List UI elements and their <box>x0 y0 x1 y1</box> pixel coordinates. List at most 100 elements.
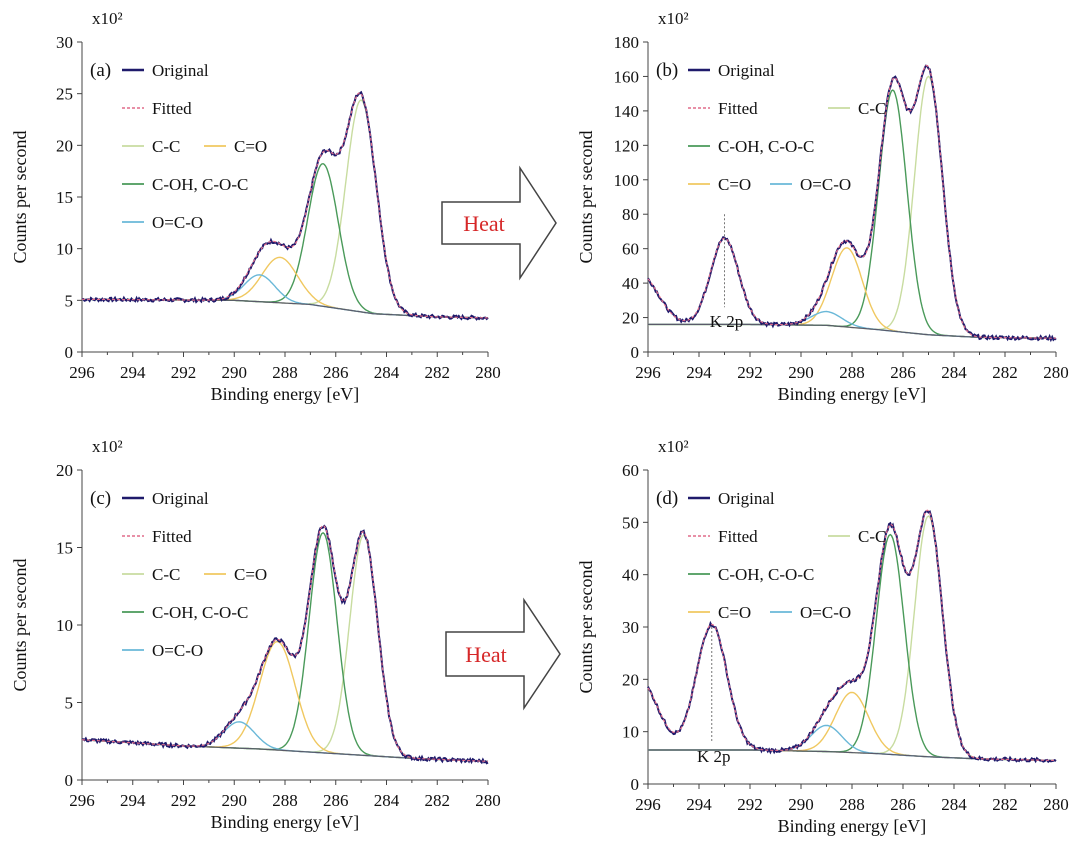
panel-label: (d) <box>656 488 678 509</box>
series-c-c <box>82 99 488 319</box>
legend-label-cc: C-C <box>152 565 180 584</box>
series-background <box>82 298 488 319</box>
chart-panel-d: 0 10 20 30 40 50 60 296 294 292 290 288 286 284 282 280… <box>576 437 1069 836</box>
y-tick-label: 50 <box>622 513 639 532</box>
y-axis-label: Counts per second <box>10 131 30 264</box>
x-tick-label: 296 <box>69 363 95 382</box>
series-fitted <box>82 92 488 319</box>
x-tick-label: 294 <box>686 795 712 814</box>
y-scale-label: x10² <box>92 9 123 28</box>
x-tick-label: 280 <box>1043 363 1069 382</box>
y-tick-label: 5 <box>65 694 74 713</box>
legend-label-co: C=O <box>718 175 751 194</box>
y-tick-label: 60 <box>622 461 639 480</box>
legend-label-fitted: Fitted <box>718 527 758 546</box>
series-c-eq-o <box>82 256 488 319</box>
chart-panel-b: 0 20 40 60 80 100 120 140 160 180 296 294 292 290 288 2… <box>576 9 1069 404</box>
y-tick-label: 60 <box>622 240 639 259</box>
x-tick-label: 284 <box>374 791 400 810</box>
x-axis-label: Binding energy [eV] <box>211 812 360 832</box>
x-tick-label: 286 <box>890 795 916 814</box>
y-tick-label: 160 <box>614 67 640 86</box>
legend-label-coh: C-OH, C-O-C <box>718 137 814 156</box>
x-tick-label: 290 <box>222 791 248 810</box>
panel-label: (b) <box>656 60 678 81</box>
legend-label-oco: O=C-O <box>800 175 851 194</box>
k2p-label: K 2p <box>710 312 744 331</box>
legend-label-co: C=O <box>718 603 751 622</box>
y-tick-label: 10 <box>56 616 73 635</box>
y-tick-label: 15 <box>56 188 73 207</box>
x-tick-label: 282 <box>992 363 1018 382</box>
y-tick-label: 30 <box>622 618 639 637</box>
y-tick-label: 10 <box>622 723 639 742</box>
x-tick-label: 292 <box>737 363 763 382</box>
x-axis-label: Binding energy [eV] <box>778 384 927 404</box>
x-tick-label: 282 <box>425 363 451 382</box>
x-axis-label: Binding energy [eV] <box>211 384 360 404</box>
series-c-c <box>81 534 489 763</box>
series-c-oh-c-o-c <box>82 162 488 319</box>
series-fitted <box>647 64 1056 339</box>
x-tick-label: 280 <box>475 791 501 810</box>
legend-label-oco: O=C-O <box>152 641 203 660</box>
x-tick-label: 282 <box>992 795 1018 814</box>
series-original <box>647 64 1057 343</box>
x-tick-label: 286 <box>890 363 916 382</box>
series-original <box>647 509 1057 764</box>
y-tick-label: 0 <box>631 775 640 794</box>
x-tick-label: 284 <box>941 795 967 814</box>
y-tick-label: 0 <box>65 343 74 362</box>
y-tick-label: 80 <box>622 205 639 224</box>
legend-label-cc: C-C <box>858 99 886 118</box>
x-tick-label: 288 <box>272 791 298 810</box>
x-tick-label: 288 <box>839 795 865 814</box>
series-original <box>81 90 489 321</box>
legend-label-co: C=O <box>234 137 267 156</box>
panel-label: (a) <box>90 60 111 81</box>
series-fitted <box>81 524 489 762</box>
y-axis-label: Counts per second <box>576 561 596 694</box>
y-tick-label: 40 <box>622 274 639 293</box>
x-tick-label: 282 <box>425 791 451 810</box>
series-c-oh-c-o-c <box>648 89 1056 339</box>
legend-label-original: Original <box>718 489 775 508</box>
series-original <box>81 524 489 765</box>
x-tick-label: 290 <box>222 363 248 382</box>
legend-label-co: C=O <box>234 565 267 584</box>
x-tick-label: 296 <box>69 791 95 810</box>
x-tick-label: 288 <box>272 363 298 382</box>
series-c-c <box>648 515 1057 762</box>
heat-arrow-bottom: Heat <box>445 597 561 711</box>
legend-label-fitted: Fitted <box>152 99 192 118</box>
y-axis-label: Counts per second <box>576 131 596 264</box>
legend-label-coh: C-OH, C-O-C <box>152 603 248 622</box>
series-c-c <box>648 75 1056 339</box>
y-tick-label: 140 <box>614 102 640 121</box>
y-axis-label: Counts per second <box>10 559 30 692</box>
y-tick-label: 0 <box>65 771 74 790</box>
legend-label-original: Original <box>718 61 775 80</box>
y-tick-label: 180 <box>614 33 640 52</box>
y-scale-label: x10² <box>658 437 689 456</box>
y-tick-label: 15 <box>56 539 73 558</box>
series-o-eq-c-o <box>81 721 489 763</box>
x-tick-label: 292 <box>171 363 197 382</box>
y-tick-label: 20 <box>56 136 73 155</box>
x-tick-label: 292 <box>171 791 197 810</box>
series-c-oh-c-o-c <box>648 533 1057 762</box>
legend-label-oco: O=C-O <box>800 603 851 622</box>
y-tick-label: 100 <box>614 171 640 190</box>
y-tick-label: 20 <box>622 670 639 689</box>
panel-label: (c) <box>90 488 111 509</box>
x-tick-label: 280 <box>1043 795 1069 814</box>
chart-panel-a: 0 5 10 15 20 25 30 296 294 292 290 288 286 284 282 280 B… <box>10 9 501 404</box>
heat-label-bottom: Heat <box>465 642 507 667</box>
legend-label-coh: C-OH, C-O-C <box>152 175 248 194</box>
k2p-label: K 2p <box>697 747 731 766</box>
legend-label-coh: C-OH, C-O-C <box>718 565 814 584</box>
x-tick-label: 296 <box>635 795 661 814</box>
y-scale-label: x10² <box>92 437 123 456</box>
x-tick-label: 290 <box>788 363 814 382</box>
